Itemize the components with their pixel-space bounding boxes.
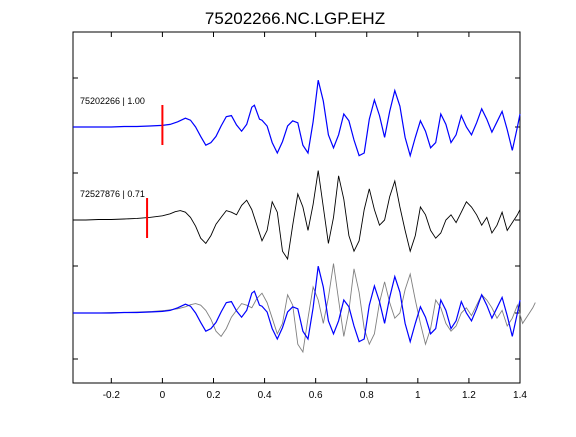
trace-line-72527876 xyxy=(73,170,521,261)
x-tick-label: 0 xyxy=(160,390,166,401)
x-tick-label: 1.4 xyxy=(513,390,527,401)
x-tick-label: 1 xyxy=(415,390,421,401)
overlay-trace-blue xyxy=(73,266,521,344)
x-tick-label: 0.8 xyxy=(360,390,374,401)
overlay-trace-gray xyxy=(88,263,536,354)
trace-label-2: 72527876 | 0.71 xyxy=(80,189,145,199)
trace-group xyxy=(73,80,536,354)
x-tick-label: 0.4 xyxy=(258,390,272,401)
chart-title: 75202266.NC.LGP.EHZ xyxy=(205,9,385,28)
trace-line-75202266 xyxy=(73,80,521,158)
x-tick-label: 0.6 xyxy=(309,390,323,401)
axis-ticks: -0.2 0 0.2 0.4 0.6 0.8 1 1.2 1.4 xyxy=(73,32,527,401)
trace-label-1: 75202266 | 1.00 xyxy=(80,96,145,106)
x-tick-label: 0.2 xyxy=(207,390,221,401)
plot-frame xyxy=(72,31,521,384)
trace-labels: 75202266 | 1.00 72527876 | 0.71 xyxy=(80,96,164,238)
x-tick-label: 1.2 xyxy=(462,390,476,401)
x-tick-label: -0.2 xyxy=(103,390,121,401)
